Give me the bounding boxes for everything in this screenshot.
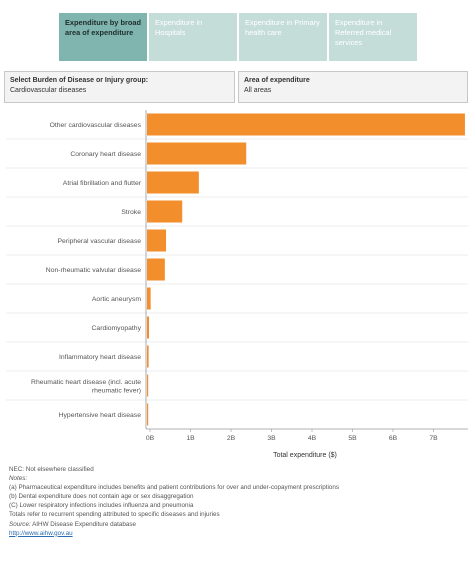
chart-rows: Other cardiovascular diseases Coronary he… [6, 113, 468, 426]
note-c: (C) Lower respiratory infections include… [9, 502, 194, 510]
bar [147, 229, 167, 252]
tab-primary-health-care[interactable]: Expenditure in Primary health care [239, 13, 327, 61]
x-tick-label: 6B [389, 435, 398, 442]
note-source: Source: AIHW Disease Expenditure databas… [9, 520, 449, 529]
bar [147, 142, 247, 165]
tab-broad-area[interactable]: Expenditure by broad area of expenditure [59, 13, 147, 61]
note-totals: Totals refer to recurrent spending attri… [9, 511, 220, 519]
x-tick-label: 3B [267, 435, 276, 442]
bar [147, 316, 150, 339]
note-b: (b) Dental expenditure does not contain … [9, 493, 194, 501]
bar [147, 113, 465, 136]
disease-group-label: Select Burden of Disease or Injury group… [10, 77, 149, 84]
notes-section: NEC: Not elsewhere classified Notes: (a)… [9, 465, 449, 538]
category-label: Coronary heart disease [70, 151, 141, 158]
note-a: (a) Pharmaceutical expenditure includes … [9, 484, 340, 492]
x-axis-title: Total expenditure ($) [273, 452, 337, 459]
category-label: Rheumatic heart disease (incl. acute rheu… [31, 379, 141, 395]
category-label: Hypertensive heart disease [59, 412, 142, 419]
bar [147, 287, 151, 310]
area-filter-label: Area of expenditure [244, 77, 310, 84]
bar [147, 258, 165, 281]
category-label: Cardiomyopathy [92, 325, 142, 332]
x-tick-label: 1B [186, 435, 195, 442]
category-label: Peripheral vascular disease [58, 238, 142, 245]
source-text: AIHW Disease Expenditure database [30, 520, 137, 528]
x-tick-label: 4B [308, 435, 317, 442]
bar [147, 171, 199, 194]
aihw-link[interactable]: http://www.aihw.gov.au [9, 529, 73, 537]
category-label: Non-rheumatic valvular disease [46, 267, 141, 274]
expenditure-bar-chart: Other cardiovascular diseases Coronary he… [6, 110, 468, 459]
x-tick-label: 7B [429, 435, 438, 442]
tab-bar: Expenditure by broad area of expenditure… [59, 13, 417, 61]
bar [147, 200, 183, 223]
bar [147, 345, 149, 368]
tab-hospitals[interactable]: Expenditure in Hospitals [149, 13, 237, 61]
x-tick-label: 2B [227, 435, 236, 442]
category-label: Stroke [121, 209, 141, 216]
tab-referred-medical-services[interactable]: Expenditure in Referred medical services [329, 13, 417, 61]
area-filter[interactable]: Area of expenditure All areas [238, 71, 468, 103]
source-label: Source: [9, 520, 31, 528]
category-label: Other cardiovascular diseases [50, 122, 142, 129]
disease-group-value[interactable]: Cardiovascular diseases [10, 87, 87, 94]
category-label: Aortic aneurysm [92, 296, 141, 303]
category-label: Atrial fibrillation and flutter [63, 180, 142, 187]
notes-heading: Notes: [9, 475, 28, 483]
area-filter-value[interactable]: All areas [244, 87, 272, 94]
category-label: Inflammatory heart disease [59, 354, 141, 361]
x-tick-label: 5B [348, 435, 357, 442]
x-axis-ticks: 0B 1B 2B 3B 4B 5B 6B 7B [146, 429, 438, 442]
disease-group-filter[interactable]: Select Burden of Disease or Injury group… [4, 71, 235, 103]
x-tick-label: 0B [146, 435, 155, 442]
bar [147, 374, 149, 397]
note-nec: NEC: Not elsewhere classified [9, 466, 94, 473]
bar [147, 403, 149, 426]
